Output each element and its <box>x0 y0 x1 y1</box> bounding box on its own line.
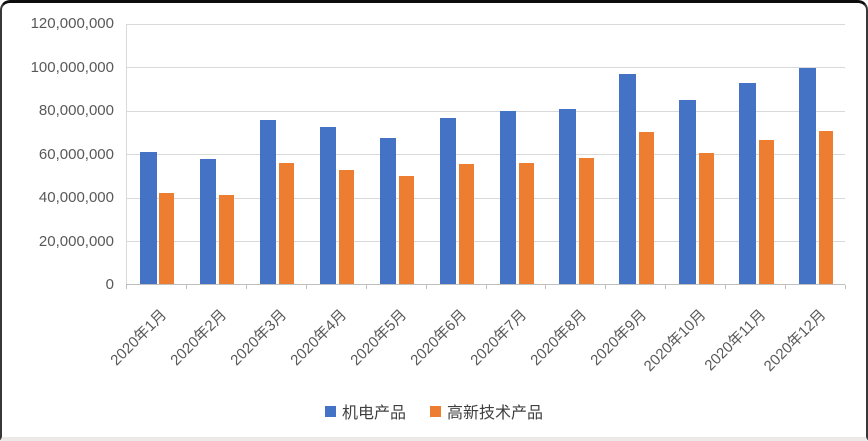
x-axis-tick <box>365 285 367 289</box>
y-axis-labels: 0 20,000,000 40,000,000 60,000,000 80,000,00… <box>2 3 114 303</box>
bar-高新技术产品 <box>219 194 235 285</box>
x-axis-tick <box>605 285 607 289</box>
x-axis-tick <box>126 285 127 289</box>
bar-group <box>725 24 785 285</box>
bar-高新技术产品 <box>518 163 534 285</box>
bar-机电产品 <box>259 119 277 285</box>
legend-label: 机电产品 <box>341 405 406 422</box>
x-axis-tick <box>185 285 187 289</box>
x-axis-tick <box>545 285 547 289</box>
x-tick-label: 2020年10月 <box>640 306 710 375</box>
bar-高新技术产品 <box>399 176 415 285</box>
x-tick-label: 2020年3月 <box>227 306 291 370</box>
x-tick-label: 2020年12月 <box>760 306 830 375</box>
legend-item-高新技术产品: 高新技术产品 <box>430 399 543 423</box>
bar-group <box>246 24 306 285</box>
x-axis-labels: 2020年1月 2020年2月 2020年3月 2020年4月 2020年5月 2020年… <box>2 3 866 437</box>
bar-机电产品 <box>799 67 816 285</box>
legend-marker-icon <box>324 405 336 417</box>
bar-机电产品 <box>679 100 696 285</box>
bar-group <box>486 24 546 285</box>
plot-area <box>126 23 846 289</box>
bar-高新技术产品 <box>638 131 654 285</box>
legend-marker-icon <box>430 405 441 417</box>
bar-group <box>186 24 246 285</box>
y-tick-label: 40,000,000 <box>38 189 114 206</box>
x-tick-label: 2020年11月 <box>701 306 770 375</box>
x-tick-label: 2020年4月 <box>287 306 351 370</box>
gridline <box>126 23 845 25</box>
y-tick-label: 120,000,000 <box>30 15 114 32</box>
bar-group <box>426 24 486 285</box>
x-axis-tick <box>725 285 727 289</box>
x-axis-tick <box>665 285 667 289</box>
bar-group <box>306 24 366 285</box>
x-axis-tick <box>305 285 307 289</box>
x-axis-line <box>126 284 845 285</box>
bar-机电产品 <box>619 74 636 285</box>
bar-group <box>785 24 845 285</box>
gridline <box>126 241 845 242</box>
legend-label: 高新技术产品 <box>447 405 544 422</box>
bar-高新技术产品 <box>818 130 834 285</box>
x-axis-tick <box>845 285 846 289</box>
y-axis-line <box>126 24 127 285</box>
x-tick-label: 2020年1月 <box>107 306 171 370</box>
bar-group <box>126 24 186 285</box>
legend-item-机电产品: 机电产品 <box>324 399 406 423</box>
chart-canvas: 0 20,000,000 40,000,000 60,000,000 80,000,00… <box>2 3 866 437</box>
x-tick-label: 2020年5月 <box>347 306 410 370</box>
x-tick-label: 2020年6月 <box>407 306 470 370</box>
bar-高新技术产品 <box>758 140 774 285</box>
x-tick-label: 2020年7月 <box>467 306 530 370</box>
bar-机电产品 <box>140 152 157 285</box>
legend: 机电产品 高新技术产品 <box>2 399 866 423</box>
y-tick-label: 60,000,000 <box>38 145 114 163</box>
x-axis-tick <box>785 285 787 289</box>
bar-机电产品 <box>559 108 576 285</box>
bar-group <box>545 24 605 285</box>
x-tick-label: 2020年8月 <box>526 306 590 370</box>
bar-机电产品 <box>439 117 457 285</box>
x-axis-tick <box>485 285 487 289</box>
gridline <box>126 67 845 68</box>
y-tick-label: 100,000,000 <box>30 58 114 76</box>
bar-机电产品 <box>379 138 397 285</box>
gridline <box>126 197 845 199</box>
bar-高新技术产品 <box>279 163 295 285</box>
x-axis-tick <box>245 285 247 289</box>
y-tick-label: 80,000,000 <box>38 102 114 119</box>
bar-机电产品 <box>319 127 337 285</box>
x-tick-label: 2020年2月 <box>167 306 231 370</box>
bar-高新技术产品 <box>578 157 594 285</box>
gridline <box>126 154 845 155</box>
x-tick-label: 2020年9月 <box>586 306 650 370</box>
bar-高新技术产品 <box>459 164 474 285</box>
bar-机电产品 <box>739 82 756 285</box>
bar-机电产品 <box>199 158 217 285</box>
bar-高新技术产品 <box>698 153 714 285</box>
bar-机电产品 <box>499 111 517 285</box>
y-tick-label: 20,000,000 <box>38 232 114 250</box>
gridline <box>126 110 845 112</box>
bar-高新技术产品 <box>159 192 175 285</box>
bar-group <box>366 24 426 285</box>
bar-高新技术产品 <box>339 169 355 285</box>
bar-group <box>605 24 665 285</box>
x-axis-tick <box>425 285 427 289</box>
y-tick-label: 0 <box>105 276 114 293</box>
bar-group <box>665 24 725 285</box>
